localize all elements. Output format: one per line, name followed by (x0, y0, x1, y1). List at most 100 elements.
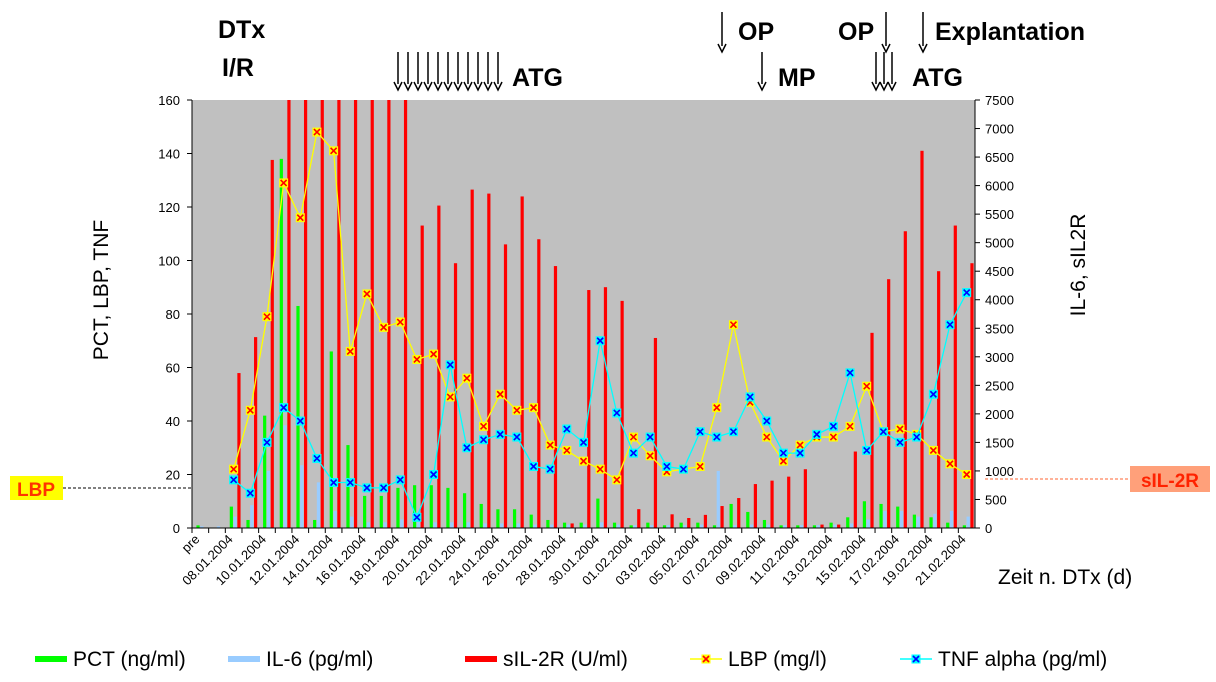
y2-tick-label: 1000 (985, 464, 1014, 479)
marker-cross (596, 337, 604, 345)
bar (287, 100, 291, 528)
bar (512, 509, 517, 528)
marker-cross (713, 433, 721, 441)
bar (462, 493, 467, 528)
bar (729, 503, 733, 528)
marker (529, 461, 539, 471)
marker (928, 445, 938, 455)
marker-cross (646, 452, 654, 460)
bar (666, 525, 670, 528)
marker (778, 456, 788, 466)
marker-cross (579, 438, 588, 446)
marker (229, 475, 239, 485)
y-tick-label: 140 (158, 147, 180, 162)
marker-cross (246, 489, 254, 497)
marker (412, 512, 422, 522)
bar (246, 519, 250, 528)
bar (470, 189, 474, 528)
bar (833, 524, 837, 528)
marker-cross (863, 446, 871, 454)
marker-cross (613, 476, 621, 484)
marker-cross (296, 417, 304, 425)
bar (820, 524, 824, 528)
marker-cross (863, 382, 871, 390)
arrow-head (493, 81, 503, 92)
y2-tick-label: 3500 (985, 321, 1014, 336)
marker-cross (746, 393, 754, 401)
arrow-head (871, 81, 881, 92)
bar (749, 524, 754, 528)
arrow-head (443, 81, 453, 92)
y-tick-label: 60 (166, 361, 180, 376)
bar (333, 510, 337, 528)
marker (262, 312, 272, 322)
annotation: DTx (218, 16, 265, 44)
marker (712, 403, 722, 413)
y2-tick-label: 5000 (985, 236, 1014, 251)
bar (616, 524, 620, 528)
marker-cross (846, 422, 854, 430)
bar (896, 506, 900, 528)
marker (828, 421, 838, 431)
marker (912, 432, 922, 442)
arrow-head (717, 43, 727, 54)
bar (387, 100, 391, 528)
marker (612, 408, 622, 418)
bar (233, 516, 237, 528)
bar (846, 517, 850, 528)
legend-label: PCT (ng/ml) (73, 648, 186, 671)
marker (295, 213, 305, 223)
bar (600, 522, 604, 528)
marker (695, 461, 705, 471)
bar (400, 519, 404, 528)
bar (650, 525, 654, 528)
marker (345, 478, 355, 488)
marker-cross (763, 433, 771, 441)
marker (762, 432, 772, 442)
legend-label: IL-6 (pg/ml) (266, 648, 373, 671)
marker (728, 427, 738, 437)
arrow-head (463, 81, 473, 92)
marker (662, 461, 672, 471)
bar (796, 525, 800, 528)
bar (866, 519, 870, 528)
marker (379, 322, 389, 332)
marker (579, 456, 588, 466)
marker-cross (463, 374, 471, 382)
marker-cross (913, 433, 921, 441)
marker (612, 475, 622, 485)
bar (300, 465, 304, 528)
bar (366, 522, 371, 528)
marker (445, 360, 455, 370)
bar (453, 263, 458, 528)
arrow-head (473, 81, 483, 92)
marker (645, 451, 655, 461)
bar (450, 522, 454, 528)
marker-cross (446, 393, 454, 401)
marker-cross (663, 462, 671, 471)
bar (200, 526, 204, 528)
bar (700, 524, 704, 528)
bar (596, 498, 600, 528)
bar (829, 522, 833, 528)
bar (687, 518, 691, 528)
bar (916, 516, 920, 528)
marker-cross (879, 428, 887, 436)
bar (779, 525, 783, 528)
marker-cross (513, 406, 521, 414)
marker (379, 483, 389, 493)
marker (345, 346, 355, 356)
bar (733, 525, 737, 528)
bar (879, 503, 883, 528)
bar (899, 510, 904, 528)
marker-cross (779, 457, 787, 465)
marker-cross (396, 476, 404, 484)
bar (637, 509, 641, 528)
bar (216, 526, 221, 528)
marker (262, 437, 272, 447)
arrow-head (483, 81, 493, 92)
arrow-head (881, 43, 891, 54)
y-axis-label: PCT, LBP, TNF (90, 220, 113, 360)
bar (770, 480, 774, 528)
marker-cross (729, 428, 738, 436)
